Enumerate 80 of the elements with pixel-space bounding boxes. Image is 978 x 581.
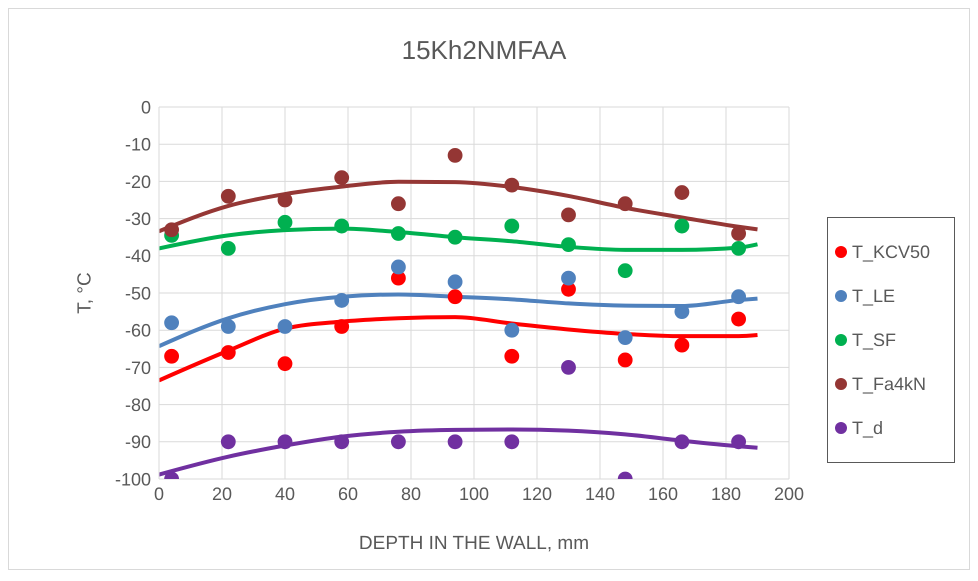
point	[390, 196, 406, 212]
legend-label: T_Fa4kN	[852, 374, 926, 394]
y-tick-label: -20	[124, 172, 151, 192]
y-axis-title: T, °C	[74, 272, 96, 314]
y-tick-label: -90	[124, 432, 151, 452]
y-tick-label: -10	[124, 134, 151, 155]
legend-label: T_KCV50	[852, 242, 930, 262]
point	[731, 226, 746, 241]
point	[164, 315, 180, 330]
line-series	[159, 315, 760, 382]
point	[278, 434, 292, 450]
x-tick-label: 60	[338, 484, 358, 504]
point	[504, 348, 520, 364]
chart-title: 15Kh2NMFAA	[400, 35, 568, 66]
point	[334, 434, 350, 450]
y-tick-label: -30	[124, 208, 151, 229]
point	[504, 322, 520, 338]
point	[674, 434, 690, 450]
point	[220, 240, 236, 256]
point	[390, 434, 406, 450]
y-tick-label: -40	[124, 246, 151, 266]
point	[448, 274, 463, 290]
y-tick-label: -70	[124, 358, 151, 378]
point	[220, 434, 236, 450]
point	[390, 226, 406, 241]
point	[334, 170, 350, 186]
x-tick-label: 80	[400, 484, 422, 504]
point	[278, 356, 292, 372]
point	[561, 237, 576, 252]
point	[448, 230, 463, 245]
point	[220, 345, 236, 360]
point	[731, 240, 746, 256]
x-tick-label: 120	[522, 484, 552, 504]
point	[334, 319, 350, 334]
point	[674, 218, 690, 234]
point	[561, 207, 576, 222]
line-series	[159, 428, 760, 477]
point	[504, 218, 520, 234]
point	[618, 330, 633, 346]
point	[164, 348, 180, 364]
x-axis-title: DEPTH IN THE WALL, mm	[358, 533, 590, 554]
x-tick-label: 160	[648, 484, 678, 504]
point	[220, 319, 236, 334]
point	[334, 218, 350, 234]
point	[731, 434, 746, 450]
point	[731, 312, 746, 326]
point	[618, 352, 633, 368]
point	[278, 214, 292, 230]
point	[448, 434, 463, 450]
point	[731, 289, 746, 304]
x-tick-label: 40	[274, 484, 296, 504]
point	[618, 263, 633, 278]
point	[504, 434, 520, 450]
point	[334, 293, 350, 308]
x-tick-label: 140	[584, 484, 616, 504]
x-tick-label: 100	[458, 484, 490, 504]
y-tick-label: -100	[114, 469, 151, 490]
y-tick-label: -60	[124, 320, 151, 341]
legend-label: T_LE	[852, 286, 896, 306]
x-tick-label: 0	[154, 484, 164, 504]
point	[618, 196, 633, 212]
y-tick-label: 0	[140, 97, 151, 118]
point	[390, 260, 406, 274]
point	[561, 270, 576, 286]
x-tick-label: 180	[710, 484, 742, 504]
point	[674, 185, 690, 200]
legend-label: T_d	[852, 418, 884, 438]
point	[448, 289, 463, 304]
point	[164, 222, 180, 238]
point	[448, 148, 463, 163]
point	[561, 360, 576, 375]
point	[504, 178, 520, 193]
point	[674, 338, 690, 352]
point	[220, 188, 236, 204]
legend-label: T_SF	[852, 330, 896, 350]
point	[278, 319, 292, 334]
y-tick-label: -50	[124, 283, 151, 304]
x-tick-label: 20	[212, 484, 232, 504]
x-tick-label: 200	[774, 484, 804, 504]
y-tick-label: -80	[124, 394, 151, 415]
